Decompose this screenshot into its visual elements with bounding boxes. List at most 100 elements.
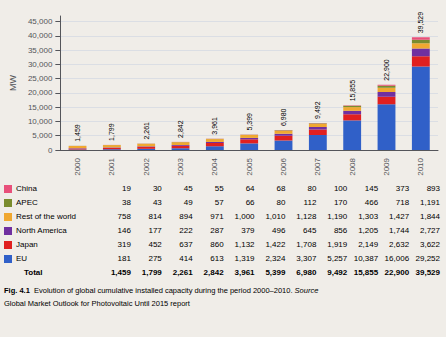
svg-text:15,000: 15,000: [28, 103, 53, 112]
svg-text:2008: 2008: [348, 157, 357, 175]
svg-text:10,387: 10,387: [354, 254, 379, 263]
svg-text:2009: 2009: [382, 157, 391, 175]
svg-text:466: 466: [365, 198, 379, 207]
svg-text:1,319: 1,319: [235, 254, 256, 263]
svg-text:80: 80: [307, 184, 316, 193]
svg-text:319: 319: [118, 240, 132, 249]
svg-text:3,961: 3,961: [211, 117, 218, 135]
svg-text:1,919: 1,919: [327, 240, 348, 249]
svg-text:452: 452: [148, 240, 162, 249]
svg-text:15,855: 15,855: [349, 80, 356, 102]
svg-text:43: 43: [153, 198, 162, 207]
svg-text:2000: 2000: [73, 157, 82, 175]
svg-text:496: 496: [272, 226, 286, 235]
svg-text:170: 170: [334, 198, 348, 207]
svg-text:2,261: 2,261: [173, 268, 194, 277]
svg-text:30,000: 30,000: [28, 60, 53, 69]
svg-text:2,149: 2,149: [358, 240, 379, 249]
svg-text:22,900: 22,900: [385, 268, 410, 277]
svg-text:80: 80: [277, 198, 286, 207]
svg-text:2004: 2004: [210, 157, 219, 175]
svg-text:1,427: 1,427: [389, 212, 410, 221]
svg-text:2,727: 2,727: [420, 226, 441, 235]
svg-text:112: 112: [304, 198, 317, 207]
svg-text:1,744: 1,744: [389, 226, 410, 235]
svg-text:222: 222: [179, 226, 193, 235]
svg-text:25,000: 25,000: [28, 74, 53, 83]
svg-text:1,799: 1,799: [142, 268, 163, 277]
svg-text:38: 38: [122, 198, 131, 207]
svg-text:MW: MW: [8, 75, 18, 91]
svg-text:971: 971: [210, 212, 224, 221]
svg-text:814: 814: [148, 212, 162, 221]
svg-text:9,492: 9,492: [314, 101, 321, 119]
svg-text:Total: Total: [24, 268, 43, 277]
svg-text:3,307: 3,307: [296, 254, 317, 263]
svg-text:2006: 2006: [279, 157, 288, 175]
svg-text:35,000: 35,000: [28, 46, 53, 55]
svg-text:181: 181: [118, 254, 132, 263]
svg-text:45: 45: [184, 184, 193, 193]
svg-text:5,399: 5,399: [265, 268, 286, 277]
svg-text:Evolution of global cumulative: Evolution of global cumulative installed…: [34, 286, 293, 295]
svg-text:39,529: 39,529: [416, 268, 441, 277]
svg-text:860: 860: [210, 240, 224, 249]
svg-text:1,844: 1,844: [420, 212, 441, 221]
svg-text:North America: North America: [16, 226, 67, 235]
svg-text:2,324: 2,324: [265, 254, 286, 263]
svg-text:637: 637: [179, 240, 193, 249]
svg-text:20,000: 20,000: [28, 88, 53, 97]
svg-text:64: 64: [246, 184, 255, 193]
svg-text:275: 275: [148, 254, 162, 263]
svg-text:613: 613: [210, 254, 224, 263]
svg-text:2,842: 2,842: [204, 268, 225, 277]
svg-text:2002: 2002: [142, 157, 151, 175]
svg-text:Global Market Outlook for Phot: Global Market Outlook for Photovoltaic U…: [4, 299, 191, 308]
svg-text:145: 145: [365, 184, 379, 193]
svg-text:177: 177: [148, 226, 162, 235]
svg-text:287: 287: [210, 226, 224, 235]
svg-text:1,799: 1,799: [108, 123, 115, 141]
svg-text:APEC: APEC: [16, 198, 38, 207]
svg-text:2003: 2003: [176, 157, 185, 175]
svg-text:China: China: [16, 184, 37, 193]
svg-text:1,190: 1,190: [327, 212, 348, 221]
svg-text:9,492: 9,492: [327, 268, 348, 277]
svg-text:Rest of the world: Rest of the world: [16, 212, 76, 221]
svg-text:5,257: 5,257: [327, 254, 348, 263]
svg-text:57: 57: [215, 198, 224, 207]
svg-text:1,708: 1,708: [296, 240, 317, 249]
svg-text:5,399: 5,399: [246, 113, 253, 131]
svg-text:15,855: 15,855: [354, 268, 379, 277]
svg-text:5,000: 5,000: [32, 131, 53, 140]
svg-text:3,961: 3,961: [235, 268, 256, 277]
svg-text:373: 373: [396, 184, 410, 193]
svg-text:2,261: 2,261: [143, 122, 150, 140]
svg-text:19: 19: [122, 184, 131, 193]
svg-text:2001: 2001: [107, 157, 116, 175]
svg-text:146: 146: [118, 226, 132, 235]
svg-text:1,205: 1,205: [358, 226, 379, 235]
svg-text:45,000: 45,000: [28, 17, 53, 26]
svg-text:2005: 2005: [245, 157, 254, 175]
svg-text:1,459: 1,459: [74, 124, 81, 142]
svg-text:718: 718: [396, 198, 410, 207]
svg-text:2010: 2010: [416, 157, 425, 175]
svg-text:39,529: 39,529: [417, 12, 424, 34]
svg-text:894: 894: [179, 212, 193, 221]
svg-text:6,980: 6,980: [296, 268, 317, 277]
svg-text:856: 856: [334, 226, 348, 235]
svg-text:16,006: 16,006: [385, 254, 410, 263]
svg-text:1,303: 1,303: [358, 212, 379, 221]
svg-text:2007: 2007: [313, 157, 322, 175]
svg-text:66: 66: [246, 198, 255, 207]
svg-text:40,000: 40,000: [28, 31, 53, 40]
svg-text:1,128: 1,128: [296, 212, 317, 221]
svg-text:645: 645: [303, 226, 317, 235]
svg-text:2,842: 2,842: [177, 120, 184, 138]
svg-text:22,900: 22,900: [383, 59, 390, 81]
svg-text:1,000: 1,000: [235, 212, 256, 221]
svg-text:379: 379: [241, 226, 255, 235]
svg-text:3,622: 3,622: [420, 240, 441, 249]
svg-text:Japan: Japan: [16, 240, 38, 249]
